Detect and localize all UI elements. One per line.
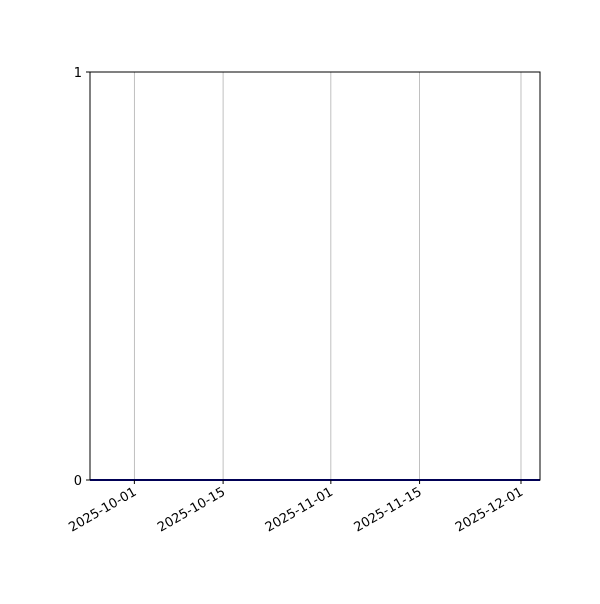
grid-lines — [133, 72, 522, 480]
plot-frame — [89, 71, 541, 481]
y-tick-label: 0 — [74, 474, 82, 489]
x-tick-label: 2025-11-15 — [352, 485, 425, 536]
x-tick-label: 2025-10-01 — [66, 485, 139, 536]
x-axis: 2025-10-01 2025-10-15 2025-11-01 2025-11-15… — [66, 480, 526, 535]
x-tick-label: 2025-12-01 — [453, 485, 526, 536]
y-tick-label: 1 — [74, 66, 82, 81]
y-axis: 01 — [74, 66, 90, 489]
x-tick-label: 2025-11-01 — [263, 485, 336, 536]
x-tick-label: 2025-10-15 — [155, 485, 228, 536]
